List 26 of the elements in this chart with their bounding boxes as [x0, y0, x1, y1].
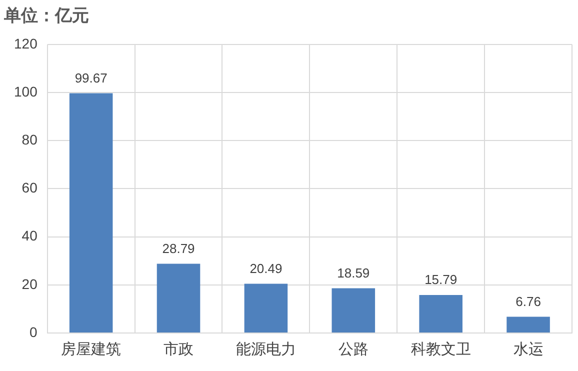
- y-tick-label: 100: [14, 83, 38, 100]
- y-tick-label: 40: [22, 228, 38, 244]
- y-tick-label: 120: [14, 35, 38, 52]
- x-tick-label: 房屋建筑: [61, 341, 122, 358]
- data-label: 20.49: [250, 260, 282, 276]
- data-label: 15.79: [424, 272, 458, 288]
- x-tick-label: 市政: [164, 341, 194, 358]
- x-tick-label: 水运: [513, 341, 544, 358]
- x-tick-label: 科教文卫: [410, 341, 471, 358]
- data-label: 18.59: [337, 265, 370, 280]
- bar: [69, 93, 113, 332]
- bar: [332, 288, 376, 332]
- x-tick-label: 能源电力: [236, 341, 296, 358]
- data-label: 6.76: [516, 294, 541, 309]
- bar: [419, 295, 462, 332]
- chart-title: 单位：亿元: [3, 6, 89, 25]
- y-tick-label: 0: [30, 324, 38, 340]
- bar: [156, 264, 200, 332]
- data-label: 28.79: [162, 240, 195, 256]
- bar: [506, 316, 550, 332]
- x-tick-label: 公路: [338, 341, 368, 358]
- y-tick-label: 60: [22, 180, 38, 196]
- y-tick-label: 20: [22, 276, 38, 292]
- y-tick-label: 80: [22, 131, 38, 148]
- data-label: 99.67: [74, 70, 108, 86]
- bar: [244, 284, 288, 332]
